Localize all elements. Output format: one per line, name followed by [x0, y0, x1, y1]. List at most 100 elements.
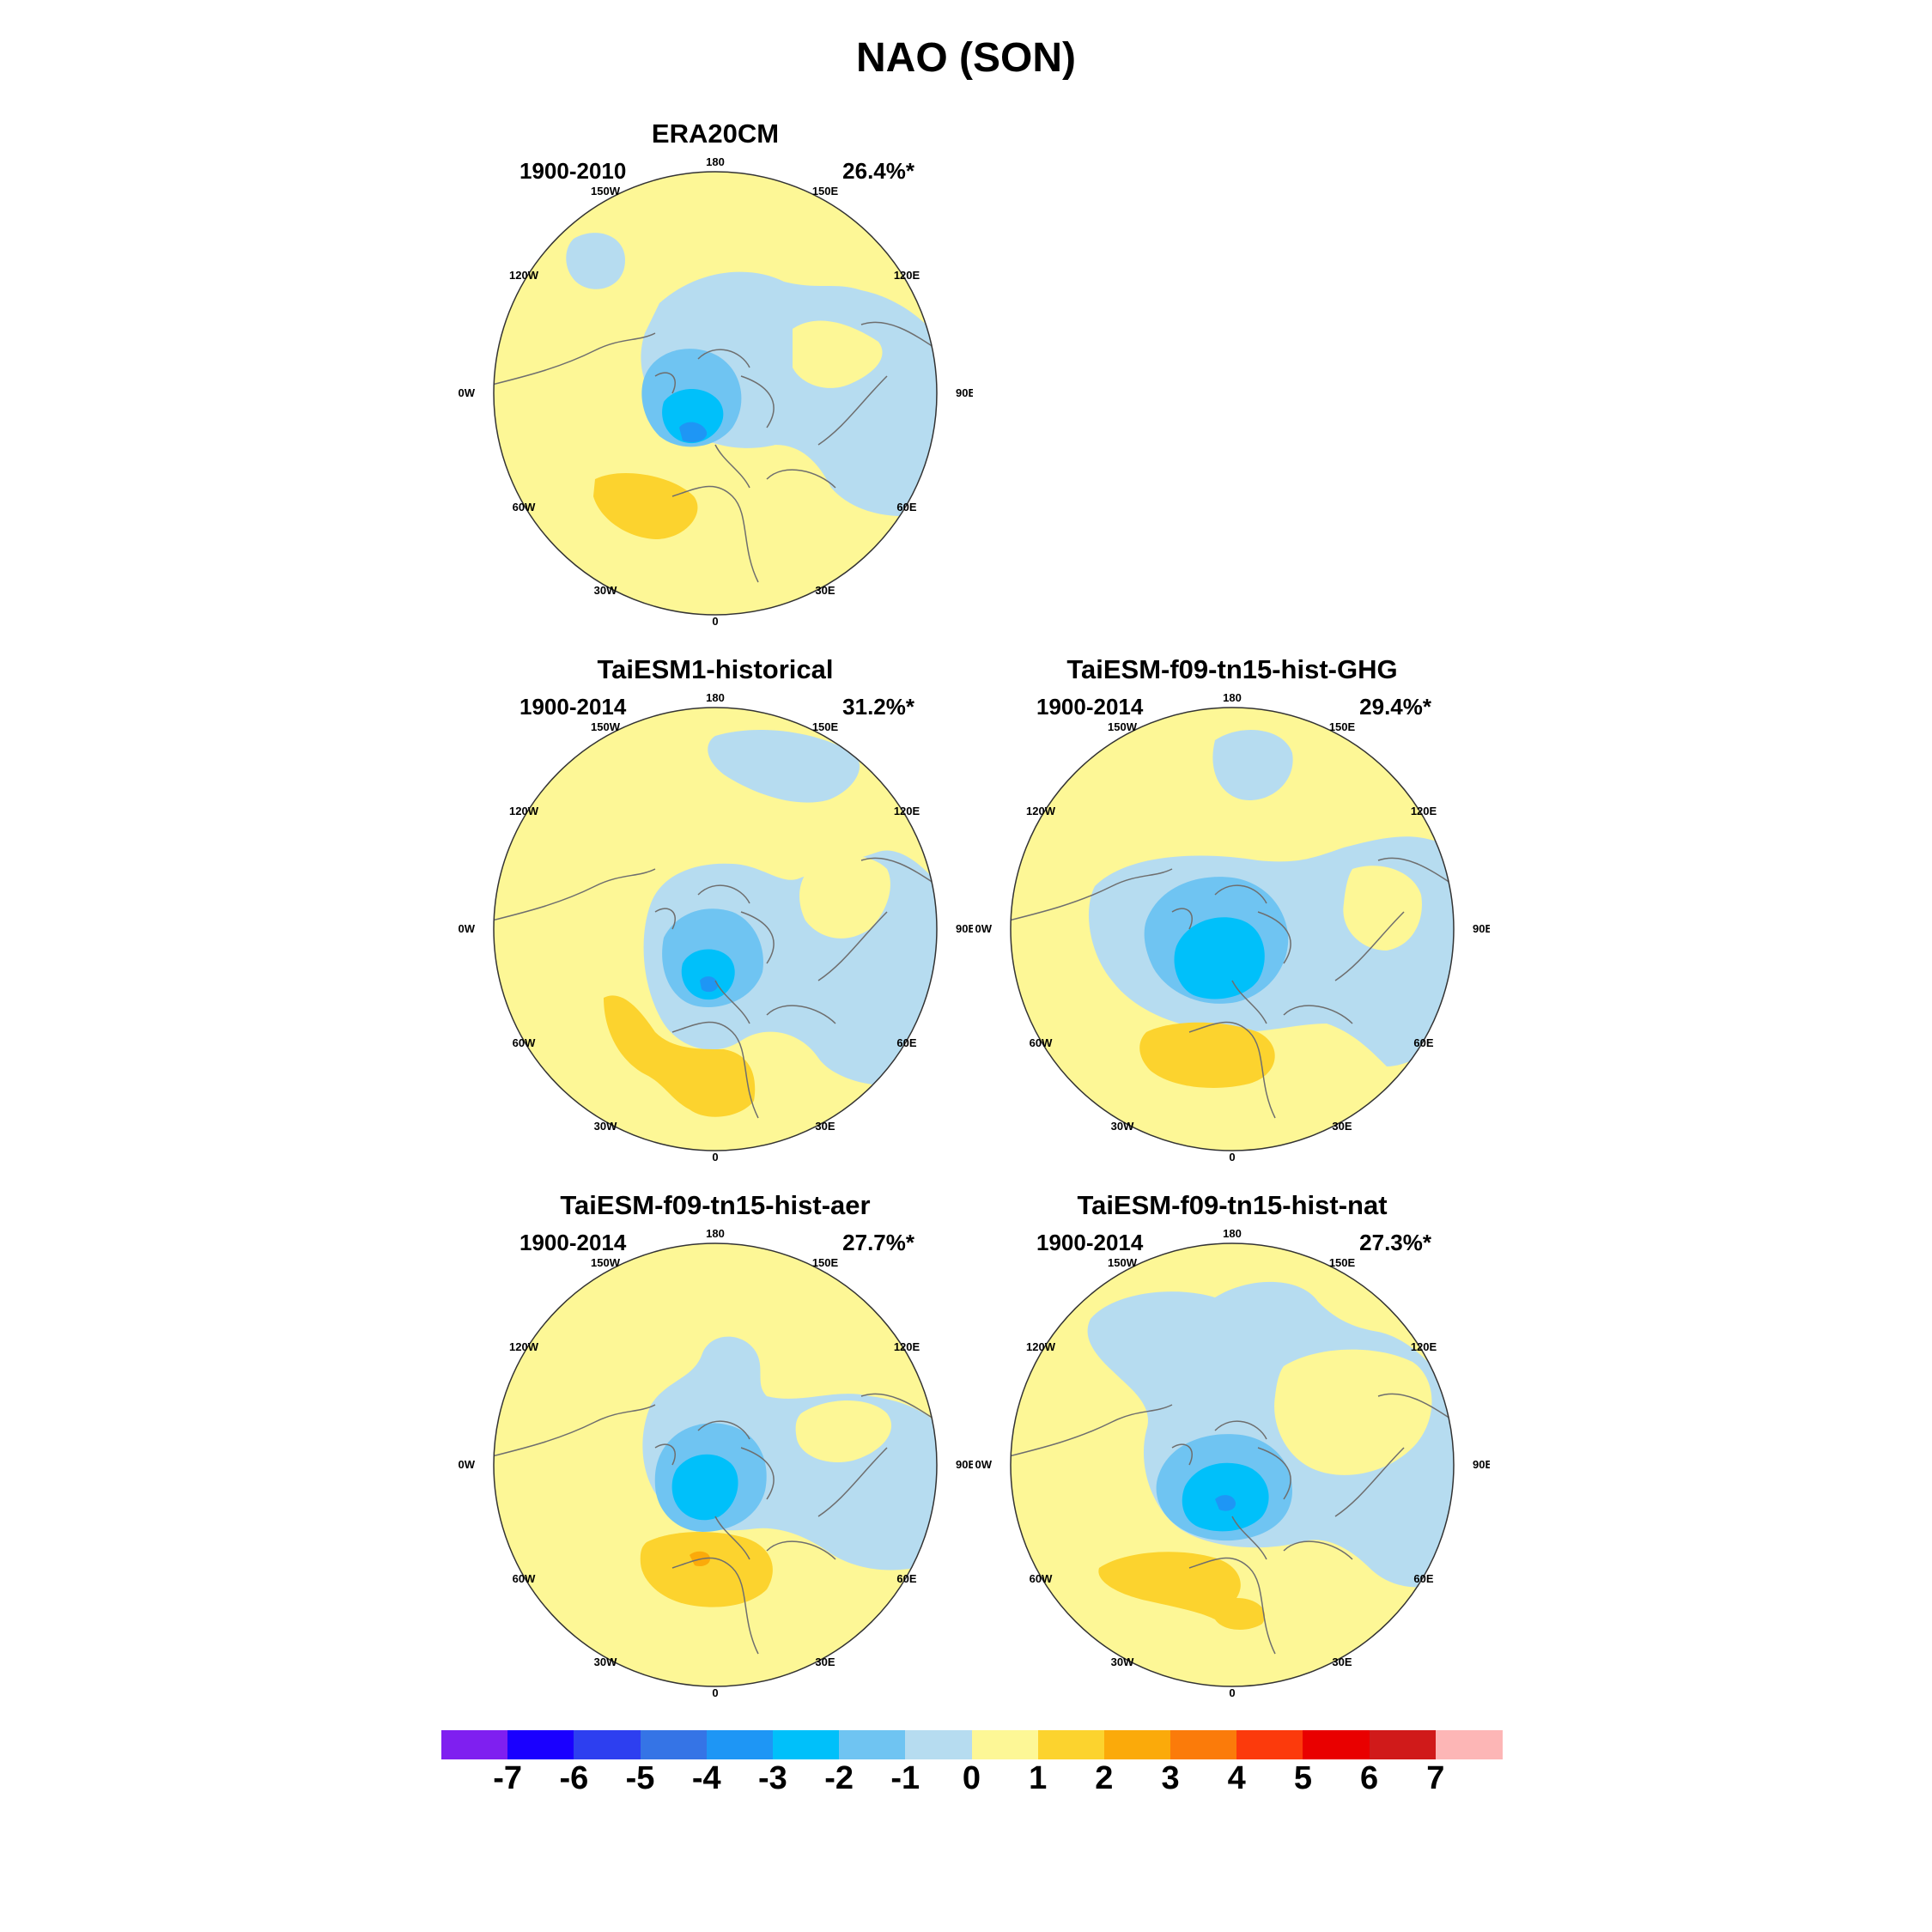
contour-fill: [1212, 730, 1293, 800]
colorbar-swatch: [574, 1730, 641, 1759]
lon-label-150w: 150W: [591, 185, 621, 197]
lon-label-60w: 60W: [513, 1036, 536, 1049]
panel-period: 1900-2014: [519, 1230, 627, 1255]
lon-label-0: 0: [1229, 1686, 1235, 1699]
lon-label-30e: 30E: [815, 584, 835, 597]
lon-label-60w: 60W: [513, 1572, 536, 1585]
polar-map: 180 150E 120E 90E 60E 30E 0 30W 60W 90W …: [458, 155, 973, 628]
colorbar-tick-label: -5: [625, 1760, 655, 1796]
colorbar-tick-label: 5: [1293, 1760, 1312, 1796]
panel-period: 1900-2014: [519, 694, 627, 720]
lon-label-30e: 30E: [1332, 1120, 1352, 1133]
lon-label-30e: 30E: [815, 1120, 835, 1133]
lon-label-0: 0: [712, 1686, 718, 1699]
lon-label-30w: 30W: [594, 584, 617, 597]
colorbar-swatch: [1435, 1730, 1503, 1759]
lon-label-120w: 120W: [1026, 1340, 1056, 1353]
colorbar-swatch: [441, 1730, 508, 1759]
contour-fill: [1174, 917, 1265, 999]
lon-label-60w: 60W: [513, 501, 536, 513]
lon-label-180: 180: [706, 1227, 725, 1240]
colorbar-swatch: [1236, 1730, 1303, 1759]
lon-label-150e: 150E: [812, 185, 839, 197]
panel-variance: 27.7%*: [842, 1230, 914, 1255]
contour-fill: [1343, 866, 1422, 951]
map-boundary: [493, 1242, 938, 1687]
contour-fill: [708, 729, 860, 803]
lon-label-90w: 90W: [458, 386, 476, 399]
lon-label-120w: 120W: [509, 269, 539, 282]
map-boundary: [493, 707, 938, 1151]
colorbar-swatch: [1037, 1730, 1105, 1759]
panel-title: ERA20CM: [651, 118, 780, 149]
lon-label-0: 0: [712, 1151, 718, 1163]
contour-fill: [604, 995, 756, 1117]
panel-variance: 26.4%*: [842, 158, 914, 184]
lon-label-90w: 90W: [458, 1458, 476, 1471]
lon-label-30w: 30W: [594, 1656, 617, 1668]
lon-label-60e: 60E: [1413, 1036, 1433, 1049]
colorbar-tick-label: -1: [890, 1760, 920, 1796]
coastlines: [494, 857, 937, 1119]
lon-label-180: 180: [1223, 1227, 1242, 1240]
lon-label-120e: 120E: [1411, 805, 1437, 817]
lon-label-150e: 150E: [1329, 720, 1356, 733]
contour-fill: [640, 1532, 773, 1607]
lon-label-150w: 150W: [1108, 720, 1138, 733]
map-boundary: [1010, 1242, 1455, 1687]
colorbar-swatch: [1369, 1730, 1437, 1759]
map-panel-hist-ghg: TaiESM-f09-tn15-hist-GHG 1900-2014 29.4%…: [975, 654, 1490, 1170]
colorbar-swatch: [971, 1730, 1039, 1759]
panel-variance: 29.4%*: [1359, 694, 1431, 720]
lon-label-120e: 120E: [894, 805, 920, 817]
panel-period: 1900-2014: [1036, 1230, 1144, 1255]
contour-fill: [700, 976, 718, 993]
lon-label-90w: 90W: [458, 922, 476, 935]
contour-fill: [1274, 1349, 1432, 1475]
coastlines: [1011, 857, 1454, 1119]
map-panel-taiesm1-historical: TaiESM1-historical 1900-2014 31.2%* 180 …: [458, 654, 973, 1170]
colorbar-tick-label: -7: [493, 1760, 523, 1796]
contour-fill: [799, 856, 890, 939]
lon-label-0: 0: [1229, 1151, 1235, 1163]
lon-label-150e: 150E: [1329, 1256, 1356, 1269]
lon-label-60w: 60W: [1030, 1572, 1053, 1585]
lon-label-60e: 60E: [896, 1572, 916, 1585]
lon-label-60e: 60E: [896, 1036, 916, 1049]
map-panel-hist-aer: TaiESM-f09-tn15-hist-aer 1900-2014 27.7%…: [458, 1190, 973, 1705]
lon-label-90w: 90W: [975, 922, 993, 935]
lon-label-90w: 90W: [975, 1458, 993, 1471]
lon-label-0: 0: [712, 615, 718, 628]
lon-label-90e: 90E: [956, 922, 973, 935]
lon-label-60e: 60E: [1413, 1572, 1433, 1585]
coastlines: [1011, 1393, 1454, 1655]
colorbar: [441, 1730, 1503, 1759]
lon-label-150w: 150W: [591, 1256, 621, 1269]
panel-title: TaiESM-f09-tn15-hist-GHG: [1066, 654, 1398, 684]
colorbar-swatch: [507, 1730, 574, 1759]
lon-label-150e: 150E: [812, 720, 839, 733]
contour-fill: [679, 422, 708, 442]
panel-title: TaiESM1-historical: [597, 654, 834, 684]
lon-label-150w: 150W: [591, 720, 621, 733]
colorbar-swatch: [1103, 1730, 1171, 1759]
figure-title: NAO (SON): [856, 35, 1076, 81]
panel-variance: 31.2%*: [842, 694, 914, 720]
lon-label-120e: 120E: [894, 1340, 920, 1353]
polar-map: 180 150E 120E 90E 60E 30E 0 30W 60W 90W …: [458, 1227, 973, 1699]
colorbar-tick-label: 2: [1095, 1760, 1114, 1796]
lon-label-30w: 30W: [594, 1120, 617, 1133]
contour-fill: [593, 472, 698, 539]
lon-label-30w: 30W: [1111, 1656, 1134, 1668]
colorbar-tick-label: -3: [758, 1760, 787, 1796]
contour-fill: [1098, 1552, 1266, 1630]
lon-label-120w: 120W: [509, 805, 539, 817]
contour-fill: [793, 320, 883, 388]
colorbar-tick-label: -2: [824, 1760, 854, 1796]
contour-fill: [641, 271, 937, 517]
lon-label-120w: 120W: [1026, 805, 1056, 817]
lon-label-30e: 30E: [815, 1656, 835, 1668]
lon-label-120e: 120E: [1411, 1340, 1437, 1353]
colorbar-tick-label: -6: [559, 1760, 589, 1796]
panel-variance: 27.3%*: [1359, 1230, 1431, 1255]
